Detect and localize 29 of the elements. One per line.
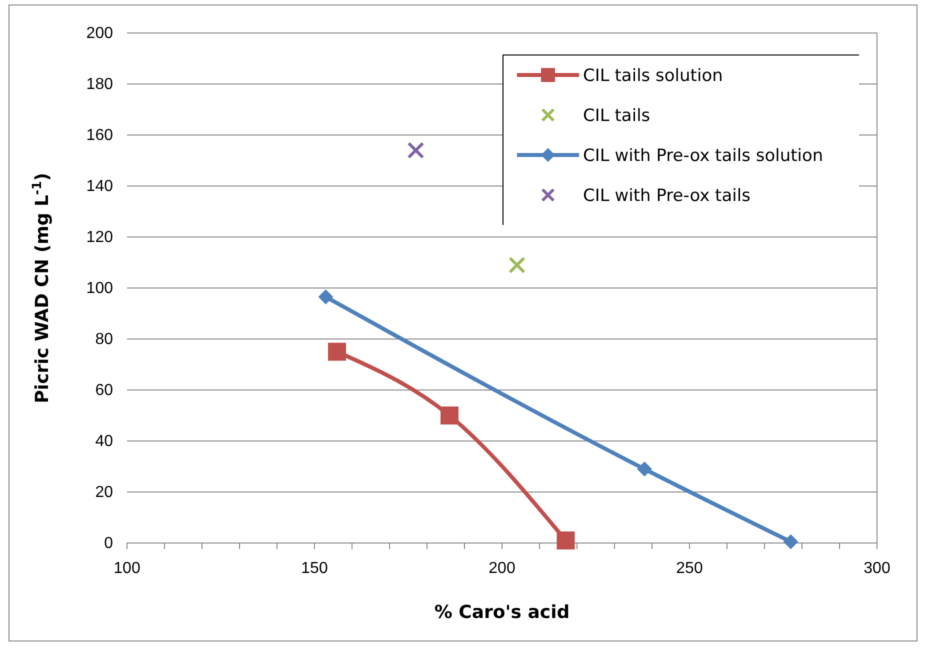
x-axis-title: % Caro's acid bbox=[434, 602, 570, 623]
y-tick-label: 80 bbox=[95, 331, 114, 348]
y-tick-label: 100 bbox=[86, 280, 114, 298]
y-tick-label: 40 bbox=[95, 433, 114, 450]
point bbox=[637, 462, 652, 477]
y-tick-label: 160 bbox=[86, 127, 114, 144]
y-tick-label: 60 bbox=[95, 382, 114, 400]
point bbox=[508, 256, 526, 274]
legend-label: CIL with Pre-ox tails bbox=[583, 186, 751, 206]
point bbox=[328, 342, 346, 361]
point bbox=[440, 406, 458, 424]
x-tick-label: 250 bbox=[676, 560, 703, 577]
y-tick-label: 0 bbox=[104, 535, 114, 552]
y-tick-label: 120 bbox=[86, 229, 114, 246]
legend-label: CIL tails bbox=[583, 106, 650, 126]
y-tick-label: 180 bbox=[86, 76, 114, 94]
x-tick-label: 150 bbox=[301, 560, 328, 577]
legend-label: CIL tails solution bbox=[583, 66, 723, 86]
point bbox=[783, 534, 798, 550]
legend-label: CIL with Pre-ox tails solution bbox=[583, 146, 824, 166]
y-tick-label: 200 bbox=[86, 25, 114, 42]
x-tick-label: 200 bbox=[488, 560, 516, 577]
y-tick-label: 140 bbox=[86, 178, 114, 196]
y-tick-label: 20 bbox=[95, 484, 114, 502]
x-tick-label: 100 bbox=[114, 560, 140, 577]
point bbox=[318, 289, 334, 304]
x-tick-label: 300 bbox=[864, 560, 890, 577]
point bbox=[556, 531, 575, 550]
point bbox=[407, 142, 424, 159]
